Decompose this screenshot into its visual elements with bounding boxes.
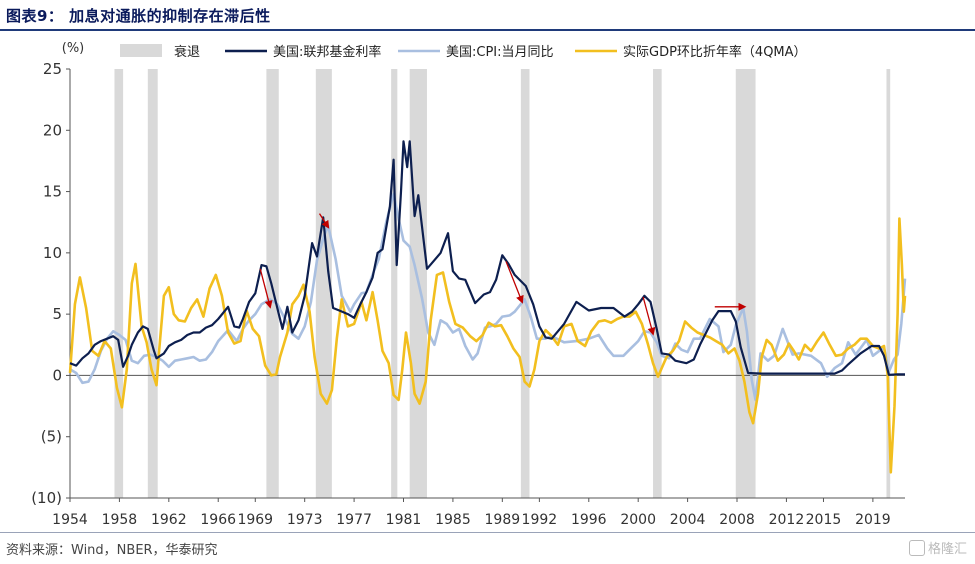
- series-line: [69, 140, 905, 376]
- x-tick-label: 1977: [336, 512, 372, 528]
- x-tick-label: 1981: [386, 512, 422, 528]
- y-tick-label: (5): [41, 428, 62, 446]
- x-tick-label: 1969: [237, 512, 273, 528]
- x-tick-label: 1954: [52, 512, 88, 528]
- y-tick-label: 25: [43, 60, 62, 78]
- watermark-logo-icon: [908, 540, 925, 556]
- annotation-arrows: [259, 213, 747, 336]
- x-tick-label: 2004: [670, 512, 706, 528]
- watermark-text: 格隆汇: [927, 542, 967, 557]
- x-tick-label: 2012: [769, 512, 805, 528]
- legend-swatch-band: [120, 44, 162, 57]
- legend-label: 衰退: [174, 44, 200, 60]
- recession-band: [735, 69, 756, 498]
- title-bar: 图表9： 加息对通胀的抑制存在滞后性: [0, 0, 975, 31]
- x-tick-label: 1992: [522, 512, 558, 528]
- legend-label: 美国:CPI:当月同比: [446, 45, 554, 60]
- annotation-arrow: [505, 261, 524, 304]
- annotation-arrow: [259, 268, 273, 309]
- x-tick-label: 2019: [855, 512, 891, 528]
- series-line: [69, 192, 907, 402]
- recession-band: [886, 69, 891, 498]
- annotation-arrow: [318, 213, 330, 229]
- x-tick-label: 1962: [151, 512, 187, 528]
- y-tick-label: 10: [43, 244, 62, 262]
- chart-title: 图表9： 加息对通胀的抑制存在滞后性: [6, 7, 271, 25]
- y-tick-label: 0: [52, 366, 62, 384]
- watermark: 格隆汇: [908, 538, 967, 557]
- x-tick-label: 2000: [620, 512, 656, 528]
- x-tick-label: 1966: [200, 512, 236, 528]
- legend-label: 美国:联邦基金利率: [273, 44, 381, 60]
- x-tick-label: 1985: [435, 512, 471, 528]
- title-rule: [0, 29, 975, 31]
- legend: 衰退 美国:联邦基金利率 美国:CPI:当月同比 实际GDP环比折年率（4QMA）: [120, 44, 807, 60]
- x-tick-label: 1958: [102, 512, 138, 528]
- recession-bands: [114, 69, 891, 498]
- x-tick-label: 1989: [485, 512, 521, 528]
- y-tick-label: (10): [31, 489, 62, 507]
- source-rule: [0, 532, 975, 533]
- x-tick-label: 1996: [571, 512, 607, 528]
- recession-band: [653, 69, 662, 498]
- series-line: [68, 217, 907, 474]
- y-tick-label: 20: [43, 121, 62, 139]
- recession-band: [391, 69, 398, 498]
- legend-label: 实际GDP环比折年率（4QMA）: [623, 44, 807, 60]
- recession-band: [520, 69, 530, 498]
- x-tick-label: 1973: [287, 512, 323, 528]
- x-tick-label: 2008: [719, 512, 755, 528]
- y-unit-label: (%): [62, 41, 85, 56]
- recession-band: [147, 69, 158, 498]
- recession-band: [266, 69, 279, 498]
- source-note: 资料来源：Wind，NBER，华泰研究: [6, 543, 218, 558]
- series-lines: [68, 140, 907, 474]
- y-tick-label: 5: [52, 305, 62, 323]
- x-tick-label: 2015: [806, 512, 842, 528]
- recession-band: [114, 69, 124, 498]
- y-tick-label: 15: [43, 183, 62, 201]
- annotation-arrow: [642, 296, 656, 336]
